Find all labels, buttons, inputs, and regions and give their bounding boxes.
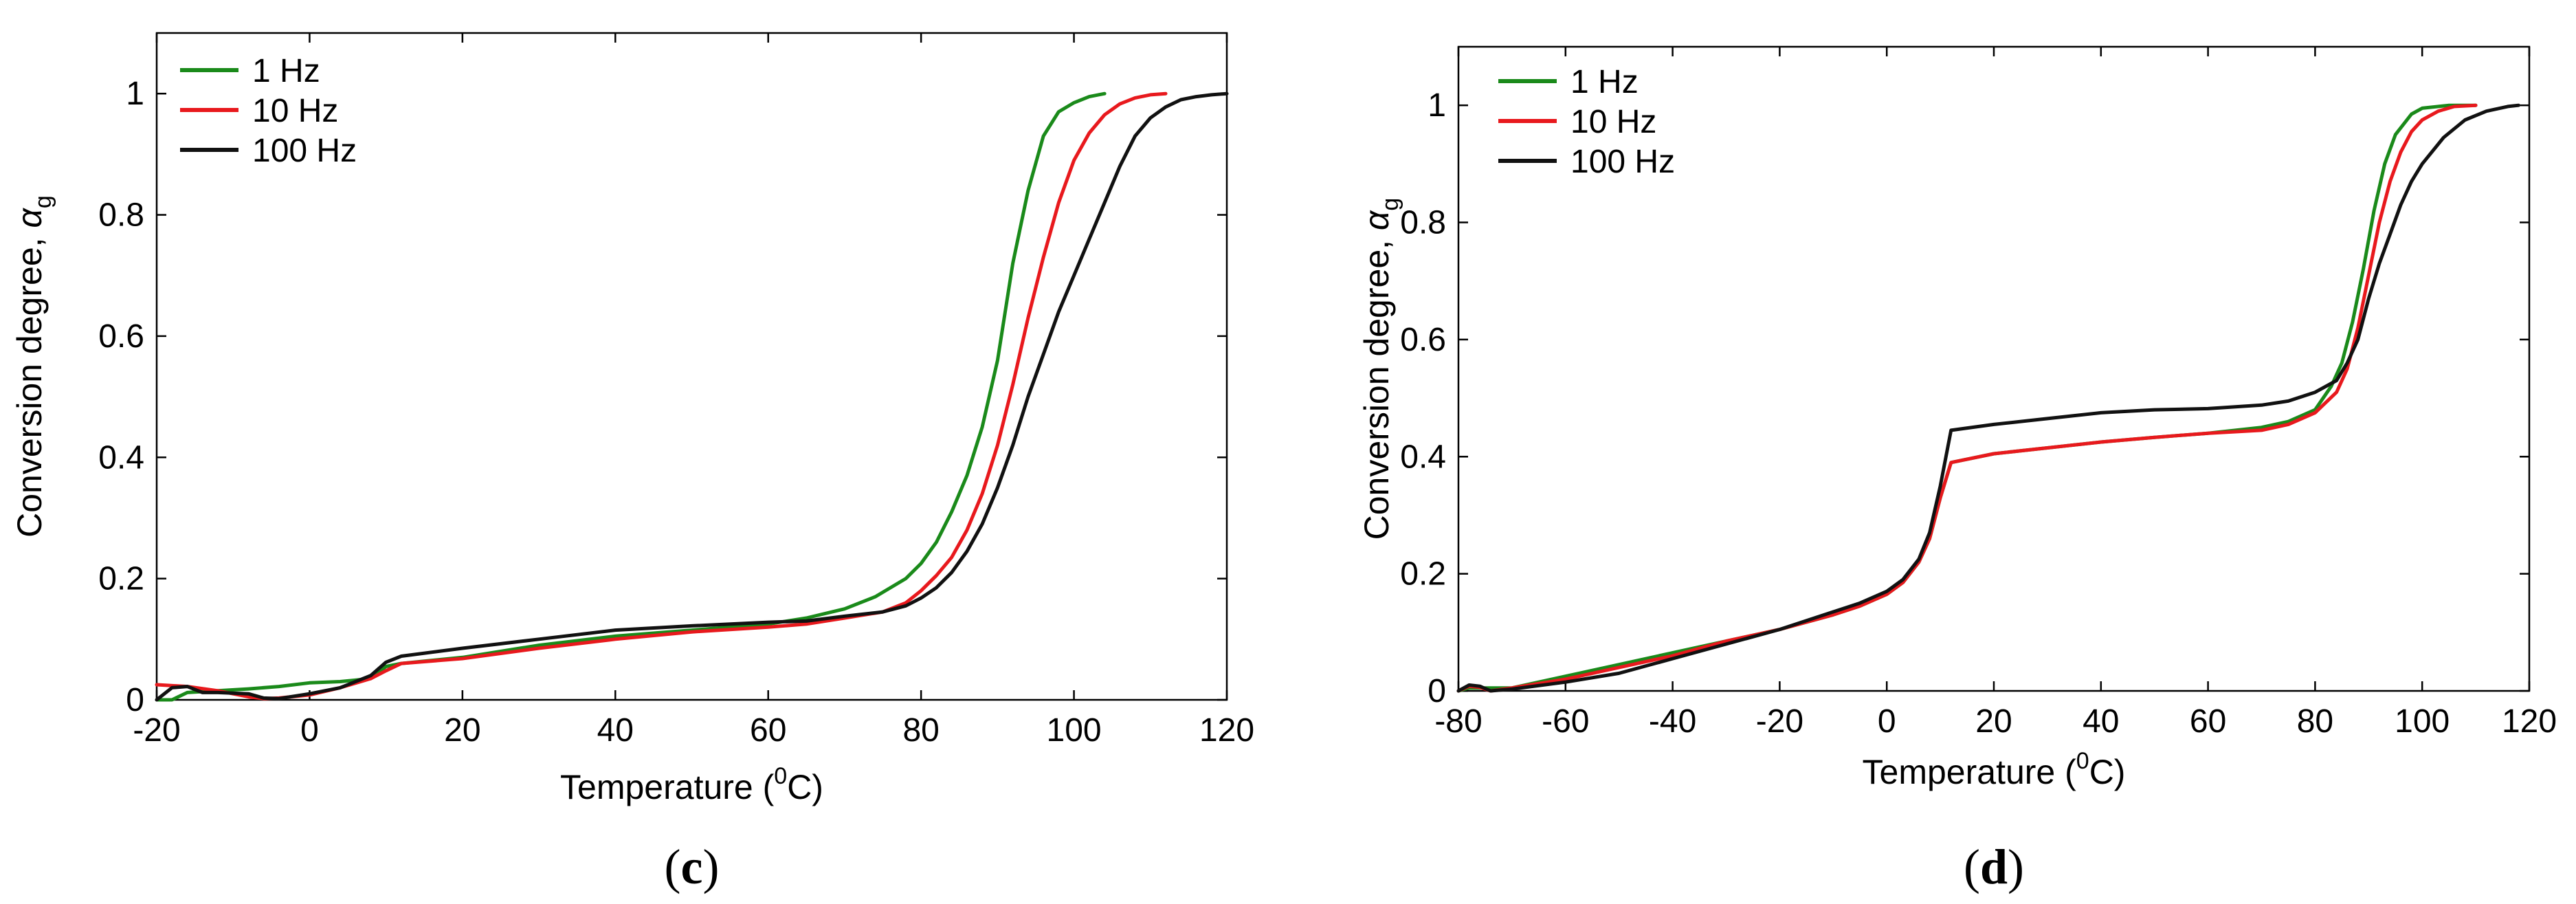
panel-label-letter: d xyxy=(1980,839,2008,894)
y-tick-label: 0.8 xyxy=(98,197,144,234)
x-tick-label: -20 xyxy=(133,712,180,749)
x-tick-label: 60 xyxy=(2190,703,2226,740)
y-axis-title-symbol: α xyxy=(10,208,49,228)
x-axis-title: Temperature (0C) xyxy=(560,763,823,806)
x-tick-label: 120 xyxy=(1199,712,1254,749)
legend: 1 Hz 10 Hz 100 Hz xyxy=(180,53,357,169)
x-tick-label: 80 xyxy=(2297,703,2333,740)
y-tick-label: 0.6 xyxy=(98,318,144,355)
legend-label: 1 Hz xyxy=(252,53,320,89)
panel-label-open: ( xyxy=(1964,839,1980,894)
panel-label-close: ) xyxy=(702,839,719,894)
y-tick-label: 0.8 xyxy=(1400,205,1446,241)
y-tick-label: 0.4 xyxy=(1400,439,1446,475)
x-axis-title-end: C) xyxy=(787,768,823,806)
y-tick-label: 0 xyxy=(126,682,144,718)
x-tick-label: 0 xyxy=(300,712,319,749)
panel-label: (d) xyxy=(1964,839,2024,894)
y-axis-title-sub: g xyxy=(1377,198,1403,211)
x-axis-title-sup: 0 xyxy=(774,763,787,789)
x-axis-title-main: Temperature ( xyxy=(1863,753,2077,791)
legend-label: 100 Hz xyxy=(252,133,357,169)
x-tick-label: 100 xyxy=(1047,712,1102,749)
x-tick-label: -60 xyxy=(1542,703,1589,740)
series-line-100-hz xyxy=(1456,103,2520,693)
y-tick-label: 0.2 xyxy=(98,561,144,597)
x-tick-label: -80 xyxy=(1434,703,1482,740)
x-tick-label: -40 xyxy=(1649,703,1696,740)
x-tick-label: 60 xyxy=(750,712,786,749)
x-tick-label: 120 xyxy=(2502,703,2557,740)
panel-label-open: ( xyxy=(665,839,681,894)
y-axis-title-main: Conversion degree, xyxy=(1357,230,1396,540)
y-tick-label: 1 xyxy=(1428,87,1446,124)
x-tick-label: 20 xyxy=(444,712,480,749)
panel-label-close: ) xyxy=(2008,839,2024,894)
x-axis-title-sup: 0 xyxy=(2076,748,2089,774)
x-tick-label: 100 xyxy=(2395,703,2450,740)
y-tick-label: 0 xyxy=(1428,673,1446,709)
y-axis-title: Conversion degree, αg xyxy=(10,195,56,538)
plot-frame xyxy=(155,32,1228,701)
y-tick-label: 0.4 xyxy=(98,439,144,476)
panel-label-letter: c xyxy=(681,839,703,894)
x-axis-title-main: Temperature ( xyxy=(560,768,775,806)
panel-label: (c) xyxy=(665,839,720,894)
y-axis-title: Conversion degree, αg xyxy=(1357,198,1403,540)
legend-label: 100 Hz xyxy=(1570,144,1675,180)
x-axis-title: Temperature (0C) xyxy=(1863,748,2126,791)
legend-label: 10 Hz xyxy=(252,93,338,129)
y-axis-title-symbol: α xyxy=(1357,210,1396,230)
x-tick-label: 40 xyxy=(597,712,634,749)
series-line-1-hz xyxy=(155,91,1107,702)
legend-label: 10 Hz xyxy=(1570,104,1656,140)
x-tick-label: 0 xyxy=(1878,703,1896,740)
y-tick-label: 0.2 xyxy=(1400,556,1446,593)
y-axis-title-sub: g xyxy=(30,195,56,208)
legend: 1 Hz 10 Hz 100 Hz xyxy=(1498,64,1675,180)
x-tick-label: 80 xyxy=(902,712,939,749)
y-axis-title-main: Conversion degree, xyxy=(10,228,49,538)
legend-label: 1 Hz xyxy=(1570,64,1639,100)
x-axis-title-end: C) xyxy=(2089,753,2126,791)
x-tick-label: 40 xyxy=(2083,703,2119,740)
x-tick-label: 20 xyxy=(1975,703,2012,740)
chart-panel-d: -80 -60 -40 -20 0 20 40 60 80 100 120 0 0.2 0.4 0.6 0.8… xyxy=(1357,45,2557,894)
x-tick-label: -20 xyxy=(1756,703,1803,740)
series-line-100-hz xyxy=(155,91,1229,702)
series-line-10-hz xyxy=(1456,103,2478,693)
y-tick-label: 1 xyxy=(126,76,144,112)
y-tick-label: 0.6 xyxy=(1400,322,1446,358)
